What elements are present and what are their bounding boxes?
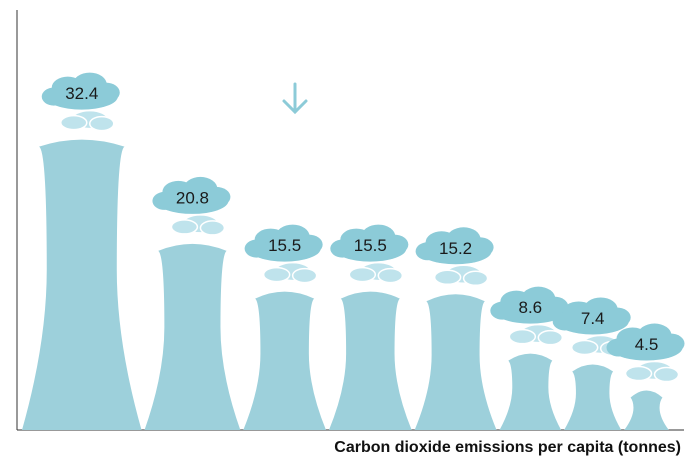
value-label: 15.2	[439, 239, 472, 258]
cloud-puff	[348, 266, 377, 283]
cloud-puff	[537, 329, 564, 346]
cloud-puff	[89, 115, 115, 132]
value-cloud: 15.5	[244, 224, 323, 284]
tower-bar	[243, 291, 326, 430]
tower-bar	[414, 294, 497, 430]
tower-bar	[564, 364, 622, 430]
value-cloud: 20.8	[152, 176, 231, 236]
cloud	[41, 87, 66, 106]
cloud	[330, 239, 355, 258]
cloud	[415, 242, 440, 261]
value-label: 8.6	[519, 298, 543, 317]
cloud	[202, 186, 231, 207]
cloud	[244, 239, 269, 258]
cloud-puff	[570, 339, 599, 356]
cloud	[294, 234, 323, 255]
cloud-puff	[624, 365, 653, 382]
tower-bar	[22, 139, 142, 430]
cloud-puff	[60, 114, 88, 131]
cloud-puff	[508, 328, 537, 345]
cloud	[91, 82, 120, 103]
value-label: 32.4	[65, 84, 98, 103]
x-axis-label: Carbon dioxide emissions per capita (ton…	[334, 439, 681, 456]
cloud-puff	[291, 267, 318, 284]
value-label: 15.5	[268, 236, 301, 255]
value-label: 20.8	[176, 188, 209, 207]
cloud-puff	[433, 269, 462, 286]
value-cloud: 15.5	[330, 224, 409, 284]
value-cloud: 15.2	[415, 227, 494, 287]
cloud	[152, 191, 177, 210]
cloud	[540, 296, 569, 317]
cloud-puff	[199, 220, 226, 236]
cloud	[552, 312, 577, 331]
cloud	[465, 237, 494, 258]
cloud	[490, 301, 515, 320]
cloud-puff	[462, 270, 489, 287]
cloud-puff	[377, 267, 404, 284]
cloud-puff	[170, 219, 199, 235]
value-label: 7.4	[581, 309, 605, 328]
tower-bar	[144, 243, 241, 430]
tower-bar	[624, 390, 669, 430]
value-label: 15.5	[354, 236, 387, 255]
cloud-puff	[262, 266, 291, 283]
cloud	[656, 333, 685, 354]
cloud	[380, 234, 409, 255]
cloud	[602, 307, 631, 328]
value-cloud: 7.4	[552, 297, 631, 357]
value-cloud: 32.4	[41, 72, 120, 132]
tower-bar	[328, 291, 412, 430]
tower-bar	[499, 353, 562, 430]
cloud-puff	[653, 366, 680, 383]
value-cloud: 8.6	[490, 286, 569, 346]
value-label: 4.5	[635, 335, 659, 354]
arrow-icon	[282, 82, 308, 115]
cloud	[606, 338, 631, 357]
value-cloud: 4.5	[606, 323, 685, 383]
